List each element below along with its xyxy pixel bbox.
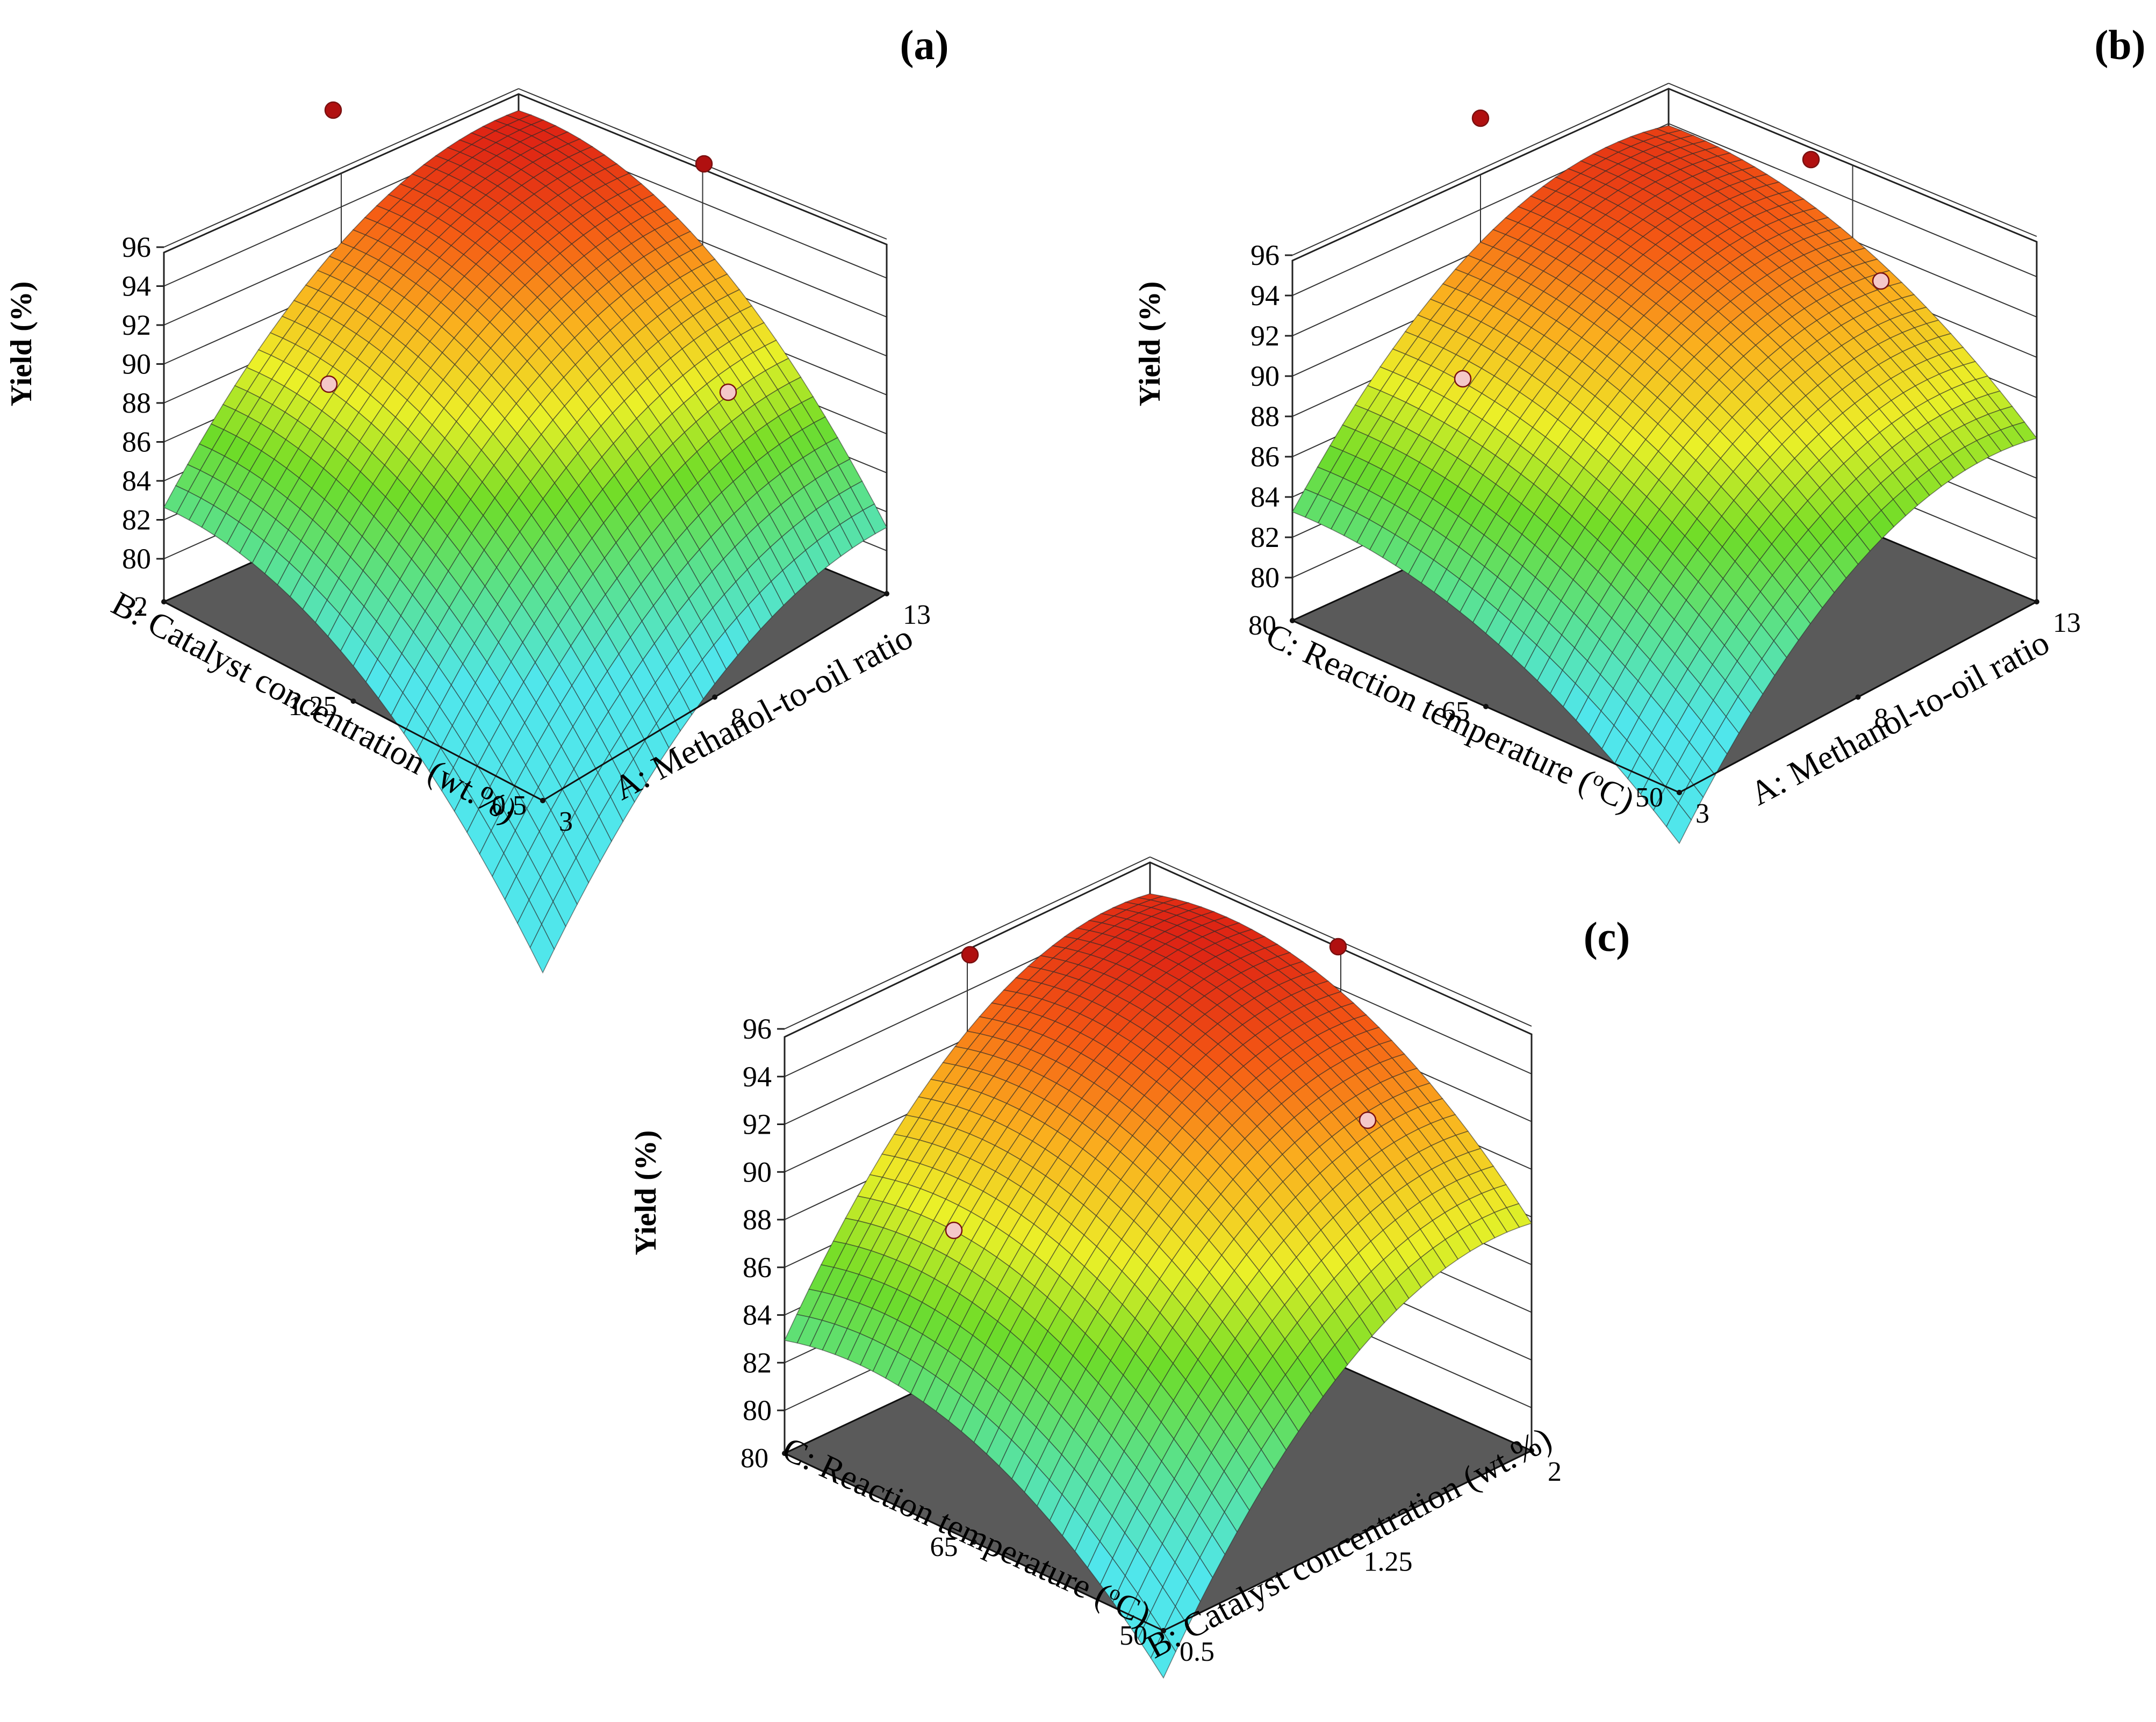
x-tick-mark (540, 798, 545, 803)
z-axis-title: Yield (%) (629, 1130, 663, 1256)
y-tick-mark (782, 1451, 787, 1456)
y-tick-mark (1483, 704, 1489, 709)
z-tick-label: 96 (1251, 239, 1280, 271)
y-tick-label: 0.5 (492, 790, 527, 821)
y-tick-label: 1.25 (289, 691, 337, 722)
x-tick-mark (1677, 790, 1682, 795)
z-tick-label: 80 (1251, 561, 1280, 594)
x-tick-label: 3 (559, 806, 573, 837)
wall-gridline-left (784, 856, 1151, 1029)
z-tick-label: 90 (743, 1156, 772, 1188)
z-tick-label: 92 (1251, 320, 1280, 352)
z-tick-label: 90 (1251, 360, 1280, 392)
design-point (945, 1221, 963, 1240)
x-tick-label: 8 (731, 703, 745, 734)
y-tick-mark (161, 599, 167, 604)
x-tick-mark (1855, 694, 1861, 700)
x-tick-mark (884, 591, 889, 596)
design-point (1802, 150, 1820, 169)
surface (1291, 125, 2038, 845)
z-tick-label: 86 (743, 1251, 772, 1284)
x-tick-label: 13 (903, 600, 931, 630)
design-point (1359, 1111, 1377, 1129)
wall-gridline-right (1668, 83, 2037, 237)
y-tick-label: 50 (1635, 782, 1663, 813)
z-tick-label: 88 (743, 1204, 772, 1236)
z-tick-label: 82 (743, 1346, 772, 1379)
z-tick-label: 82 (122, 504, 151, 536)
surface-cell (1150, 1631, 1176, 1679)
z-tick-label: 86 (1251, 441, 1280, 473)
z-tick-label: 94 (1251, 279, 1280, 312)
design-point (719, 383, 737, 401)
design-point (695, 155, 713, 173)
design-points (1454, 109, 1890, 388)
z-tick-label: 80 (743, 1394, 772, 1426)
surface-cell (529, 923, 555, 974)
z-tick-label: 94 (122, 270, 151, 302)
design-point (320, 375, 338, 393)
z-tick-label: 94 (743, 1061, 772, 1093)
panel-c-surface-plot: 80 82 84 86 88 90 92 94 96 Yield (%) 80 65 50 0.5 1.25… (629, 856, 1630, 1679)
y-tick-mark (971, 1539, 977, 1545)
y-tick-label: 80 (741, 1443, 768, 1474)
z-tick-label: 92 (122, 309, 151, 341)
x-tick-mark (1345, 1538, 1350, 1544)
design-points (945, 938, 1377, 1240)
y-tick-mark (350, 698, 356, 704)
x-tick-mark (1529, 1448, 1534, 1453)
z-tick-label: 80 (122, 543, 151, 575)
y-tick-mark (1290, 618, 1295, 623)
surface (163, 110, 888, 974)
x-tick-label: 1.25 (1364, 1547, 1413, 1577)
z-tick-label: 84 (743, 1299, 772, 1331)
x-tick-mark (1161, 1628, 1166, 1633)
z-axis-title: Yield (%) (5, 282, 38, 407)
surface (784, 893, 1533, 1679)
z-tick-label: 96 (122, 231, 151, 263)
x-tick-label: 2 (1548, 1457, 1562, 1487)
design-point (1454, 370, 1472, 388)
z-axis-title: Yield (%) (1133, 282, 1167, 407)
design-point (1471, 109, 1490, 127)
z-tick-label: 84 (122, 465, 151, 497)
z-tick-label: 90 (122, 348, 151, 380)
design-points (320, 101, 737, 401)
x-tick-mark (2034, 599, 2039, 604)
z-tick-label: 82 (1251, 521, 1280, 553)
x-tick-label: 3 (1695, 798, 1709, 829)
z-tick-label: 84 (1251, 481, 1280, 513)
x-tick-mark (712, 694, 717, 700)
y-tick-label: 65 (930, 1532, 958, 1562)
x-tick-label: 0.5 (1180, 1637, 1214, 1667)
y-tick-label: 80 (1248, 610, 1276, 641)
y-tick-label: 2 (134, 592, 148, 622)
y-tick-label: 50 (1119, 1620, 1147, 1651)
design-point (324, 101, 342, 119)
z-tick-label: 86 (122, 426, 151, 458)
z-tick-label: 88 (1251, 400, 1280, 433)
x-tick-label: 8 (1874, 703, 1888, 734)
design-point (1872, 272, 1890, 290)
panel-label: (c) (1584, 913, 1630, 960)
panel-label: (a) (900, 21, 949, 68)
design-point (961, 946, 979, 964)
z-tick-label: 88 (122, 387, 151, 419)
design-point (1329, 938, 1347, 956)
panel-label: (b) (2094, 21, 2145, 68)
wall-gridline-left (1292, 83, 1669, 256)
surface-cell (1666, 802, 1692, 845)
y-tick-label: 65 (1442, 696, 1470, 727)
z-tick-label: 92 (743, 1108, 772, 1141)
x-tick-label: 13 (2053, 608, 2081, 638)
wall-gridline-left (163, 88, 519, 248)
z-tick-label: 96 (743, 1013, 772, 1045)
